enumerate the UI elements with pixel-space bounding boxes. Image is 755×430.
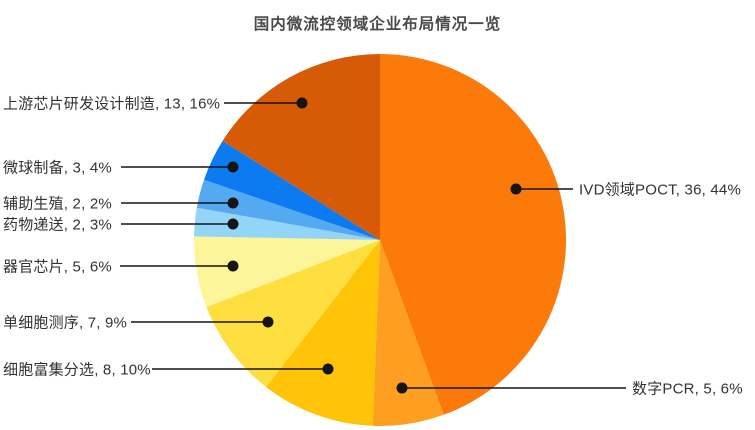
slice-label-microsphere-preparation: 微球制备, 3, 4% — [3, 159, 112, 177]
callout-dot-8 — [296, 97, 308, 109]
callout-dot-2 — [322, 363, 334, 375]
callout-dot-5 — [227, 218, 239, 230]
pie-slice-8 — [222, 54, 380, 240]
pie-slice-6 — [196, 179, 380, 240]
pie-slice-4 — [193, 236, 380, 307]
pie-slice-2 — [266, 240, 380, 426]
pie-slice-0 — [380, 54, 566, 415]
slice-label-cell-enrichment-sorting: 细胞富集分选, 8, 10% — [3, 361, 151, 379]
chart-title: 国内微流控领域企业布局情况一览 — [253, 16, 502, 33]
pie-slice-7 — [204, 140, 380, 240]
pie-slice-3 — [206, 240, 380, 388]
callout-dot-3 — [262, 316, 274, 328]
pie-slice-1 — [372, 240, 444, 426]
slice-label-upstream-chip-rd-manufacturing: 上游芯片研发设计制造, 13, 16% — [3, 95, 221, 113]
callout-dot-4 — [227, 260, 239, 272]
slice-label-digital-pcr: 数字PCR, 5, 6% — [632, 380, 743, 398]
slice-label-assisted-reproduction: 辅助生殖, 2, 2% — [3, 195, 112, 213]
slice-label-drug-delivery: 药物递送, 2, 3% — [3, 216, 112, 234]
callout-dot-7 — [227, 161, 239, 173]
callout-dot-1 — [396, 382, 408, 394]
callout-dot-6 — [227, 197, 239, 209]
slice-label-ivd-poct: IVD领域POCT, 36, 44% — [579, 181, 741, 199]
slice-label-organ-on-chip: 器官芯片, 5, 6% — [3, 258, 112, 276]
pie-slice-5 — [194, 207, 380, 240]
callout-dot-0 — [510, 183, 522, 195]
slice-label-single-cell-sequencing: 单细胞测序, 7, 9% — [3, 314, 128, 332]
